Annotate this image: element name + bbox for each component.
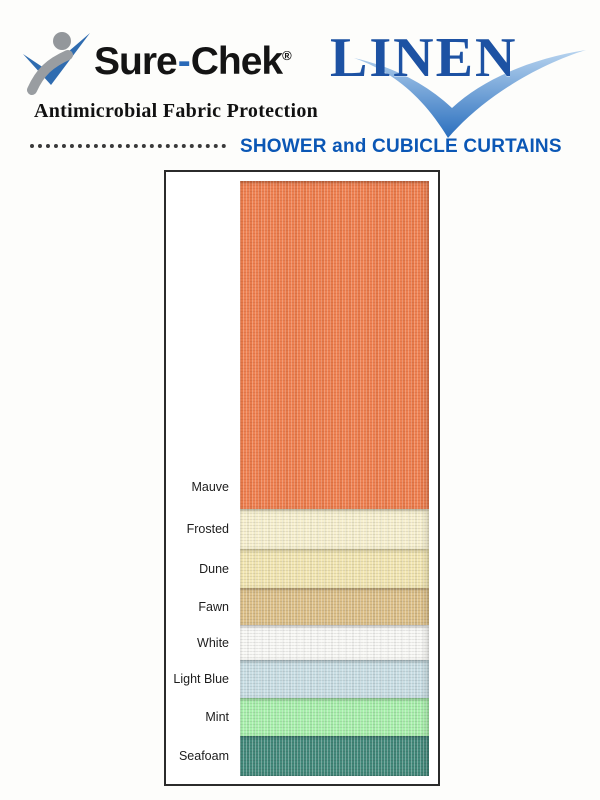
swatch-label: Dune bbox=[199, 561, 229, 576]
fabric-swatch-mauve bbox=[240, 181, 429, 510]
tagline: Antimicrobial Fabric Protection bbox=[34, 100, 319, 122]
swatch-row: Seafoam bbox=[166, 736, 429, 776]
swatch-label: Mauve bbox=[191, 480, 229, 494]
swatch-panel: Mauve Frosted Dune Fawn White Light Blue Mint S… bbox=[164, 170, 440, 786]
swatch-row: Dune bbox=[166, 549, 429, 589]
swatch-label: White bbox=[197, 635, 229, 650]
brand-name: Sure-Chek® bbox=[94, 40, 292, 84]
fabric-swatch-seafoam bbox=[240, 736, 429, 776]
swatch-label: Frosted bbox=[186, 522, 229, 536]
fabric-swatch-mint bbox=[240, 698, 429, 737]
registered-mark: ® bbox=[282, 48, 292, 63]
check-swoosh-icon bbox=[352, 46, 588, 152]
subtitle-row: SHOWER and CUBICLE CURTAINS bbox=[30, 136, 590, 158]
fabric-swatch-white bbox=[240, 625, 429, 661]
swatch-label: Mint bbox=[205, 710, 229, 724]
swatch-row: Fawn bbox=[166, 588, 429, 626]
swatch-row: Light Blue bbox=[166, 660, 429, 699]
subtitle: SHOWER and CUBICLE CURTAINS bbox=[240, 136, 562, 157]
swatch-row: Mauve bbox=[166, 181, 429, 510]
swatch-row: Mint bbox=[166, 698, 429, 737]
swatch-row: White bbox=[166, 625, 429, 661]
brand-suffix: Chek bbox=[190, 40, 283, 83]
swatch-label: Seafoam bbox=[178, 748, 229, 763]
swatch-row: Frosted bbox=[166, 509, 429, 550]
brand-prefix: Sure bbox=[94, 40, 178, 83]
dotted-line bbox=[30, 142, 226, 148]
fabric-swatch-fawn bbox=[240, 588, 429, 626]
fabric-swatch-dune bbox=[240, 549, 429, 589]
swatch-label: Light Blue bbox=[173, 672, 229, 686]
swatch-label: Fawn bbox=[198, 599, 229, 614]
logo-figure-icon bbox=[20, 30, 96, 96]
brand-separator: - bbox=[177, 40, 191, 83]
product-line: LINEN bbox=[330, 27, 518, 89]
fabric-swatch-light-blue bbox=[240, 660, 429, 699]
fabric-swatch-frosted bbox=[240, 509, 429, 550]
